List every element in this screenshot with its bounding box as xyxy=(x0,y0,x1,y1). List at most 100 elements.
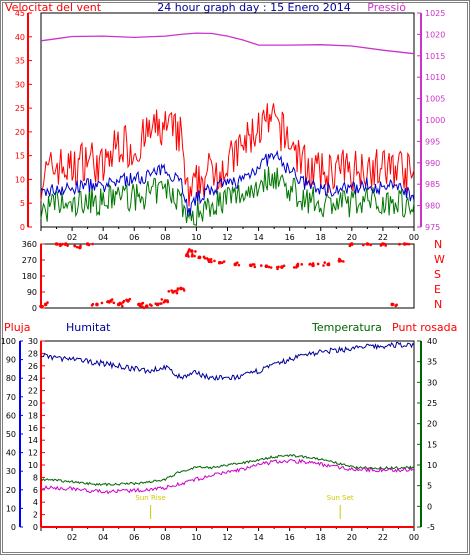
direction-sample xyxy=(91,242,94,246)
direction-sample xyxy=(384,244,387,247)
compass-label: W xyxy=(434,253,445,266)
rain-tick-label: 28 xyxy=(28,349,38,358)
direction-sample xyxy=(73,244,77,248)
temperature-tick-label: 5 xyxy=(427,482,432,491)
direction-sample xyxy=(106,300,109,304)
pressure-tick-label: 975 xyxy=(425,223,440,232)
pressure-tick-label: 1005 xyxy=(425,95,445,104)
direction-point xyxy=(179,286,183,291)
direction-sample xyxy=(237,263,241,267)
direction-sample xyxy=(220,261,224,265)
temperature-tick-label: 25 xyxy=(427,399,437,408)
direction-sample xyxy=(342,260,345,263)
temperature-tick-label: 35 xyxy=(427,358,437,367)
direction-point xyxy=(43,302,48,307)
direction-sample xyxy=(156,302,159,306)
direction-sample xyxy=(398,242,402,246)
pressure-tick-label: 995 xyxy=(425,137,440,146)
temperature-tick-label: 0 xyxy=(427,502,432,511)
compass-label: N xyxy=(434,298,442,311)
direction-sample xyxy=(222,260,226,263)
direction-sample xyxy=(108,301,111,304)
wind-tick-label: 40 xyxy=(15,33,25,42)
direction-tick-label: 90 xyxy=(27,288,37,297)
compass-label: N xyxy=(434,238,442,251)
direction-sample xyxy=(125,298,128,302)
direction-sample xyxy=(259,264,263,267)
direction-point xyxy=(144,304,149,309)
wind-minimum-line xyxy=(40,166,415,227)
x-tick-label: 10 xyxy=(191,533,201,542)
direction-sample xyxy=(366,243,370,246)
temperature-tick-label: 10 xyxy=(427,461,437,470)
x-tick-label: 00 xyxy=(409,533,419,542)
direction-sample xyxy=(142,306,146,310)
direction-sample xyxy=(380,242,384,246)
temperature-tick-label: 20 xyxy=(427,420,437,429)
temperature-humidity-panel: Pluja Humitat Temperatura Punt rosada010203… xyxy=(1,321,458,542)
temperature-plot-frame xyxy=(40,340,415,528)
direction-sample xyxy=(252,263,256,266)
direction-tick-label: 360 xyxy=(22,240,37,249)
direction-sample xyxy=(276,267,279,271)
humidity-tick-label: 10 xyxy=(6,504,16,513)
wind-speed-title: Velocitat del vent xyxy=(5,1,102,14)
humidity-tick-label: 60 xyxy=(6,411,16,420)
humidity-tick-label: 90 xyxy=(6,356,16,365)
humidity-tick-label: 40 xyxy=(6,449,16,458)
humidity-tick-label: 80 xyxy=(6,374,16,383)
pressure-line xyxy=(40,32,415,55)
direction-sample xyxy=(91,302,95,306)
direction-sample xyxy=(311,262,315,265)
direction-sample xyxy=(249,264,253,267)
direction-sample xyxy=(121,304,124,308)
direction-sample xyxy=(210,260,213,264)
temperature-tick-label: 40 xyxy=(427,337,437,346)
direction-point xyxy=(189,249,194,253)
direction-sample xyxy=(175,291,179,295)
rain-tick-label: 2 xyxy=(33,511,38,520)
x-tick-label: 02 xyxy=(67,533,77,542)
direction-tick-label: 0 xyxy=(32,304,37,313)
direction-sample xyxy=(253,265,257,269)
direction-sample xyxy=(205,257,209,260)
direction-sample xyxy=(322,264,325,267)
x-tick-label: 18 xyxy=(316,533,326,542)
dewpoint-label: Punt rosada xyxy=(392,321,457,334)
direction-sample xyxy=(167,290,171,293)
direction-sample xyxy=(188,248,191,251)
direction-sample xyxy=(190,254,194,258)
x-tick-label: 08 xyxy=(160,233,170,242)
direction-sample xyxy=(218,261,221,265)
direction-sample xyxy=(46,301,49,304)
wind-tick-label: 35 xyxy=(15,57,25,66)
x-tick-label: 04 xyxy=(98,533,108,542)
rain-tick-label: 4 xyxy=(33,498,38,507)
pressure-tick-label: 985 xyxy=(425,180,440,189)
direction-sample xyxy=(176,287,180,290)
temperature-tick-label: 30 xyxy=(427,378,437,387)
direction-sample xyxy=(194,250,197,253)
humidity-tick-label: 30 xyxy=(6,467,16,476)
direction-sample xyxy=(187,255,190,258)
direction-sample xyxy=(235,261,239,265)
x-tick-label: 16 xyxy=(285,533,295,542)
x-tick-label: 20 xyxy=(347,533,357,542)
direction-sample xyxy=(154,302,158,306)
direction-sample xyxy=(265,265,268,268)
rain-tick-label: 10 xyxy=(28,461,38,470)
wind-tick-label: 0 xyxy=(20,223,25,232)
direction-sample xyxy=(300,263,304,266)
pressure-tick-label: 990 xyxy=(425,159,440,168)
direction-sample xyxy=(170,289,173,292)
humidity-tick-label: 20 xyxy=(6,486,16,495)
direction-sample xyxy=(316,262,320,266)
direction-sample xyxy=(100,301,104,305)
humidity-tick-label: 0 xyxy=(11,523,16,532)
wind-tick-label: 20 xyxy=(15,128,25,137)
direction-sample xyxy=(140,305,144,308)
x-tick-label: 04 xyxy=(98,233,108,242)
direction-sample xyxy=(60,243,63,247)
